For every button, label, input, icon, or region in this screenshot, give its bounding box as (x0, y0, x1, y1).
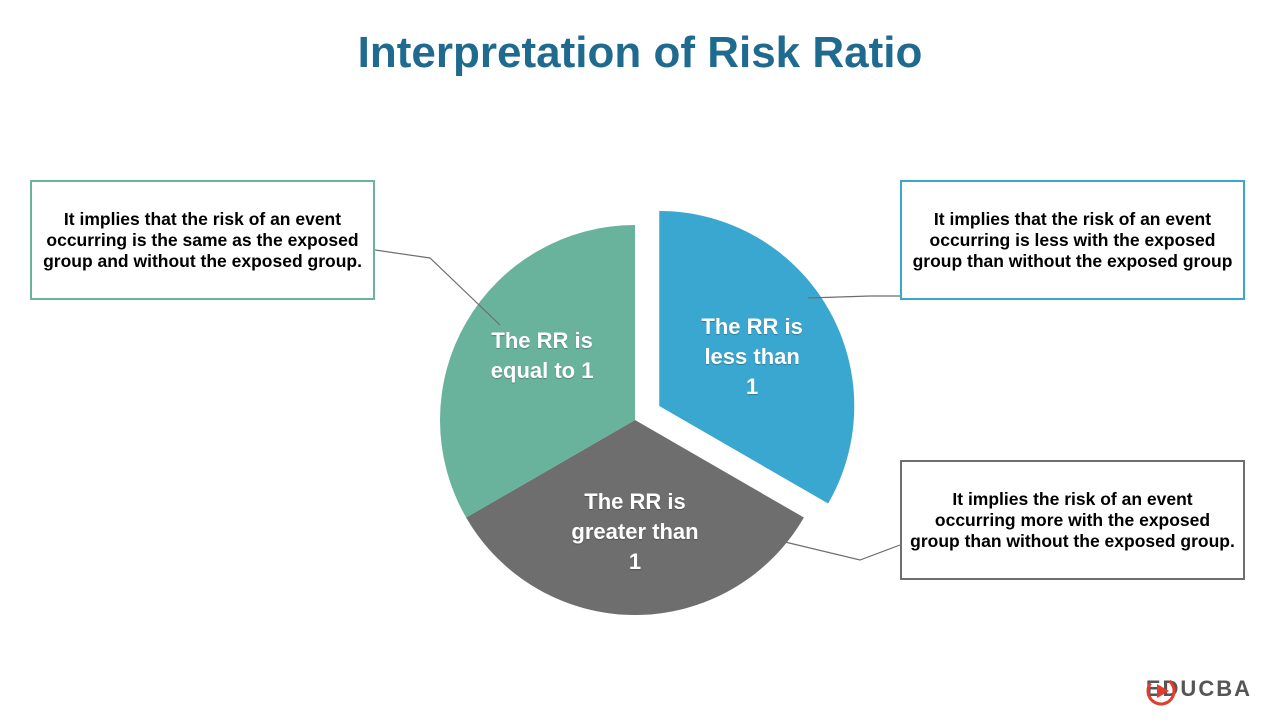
leader-line (808, 296, 900, 298)
callout-lt1-text: It implies that the risk of an event occ… (910, 209, 1235, 272)
callout-gt1-text: It implies the risk of an event occurrin… (910, 489, 1235, 552)
slice-label-lt1: The RR isless than1 (667, 312, 837, 401)
callout-lt1: It implies that the risk of an event occ… (900, 180, 1245, 300)
pie-chart (0, 0, 1280, 720)
leader-line (785, 542, 900, 560)
slice-label-eq1: The RR isequal to 1 (457, 326, 627, 385)
play-icon (1146, 676, 1176, 706)
callout-gt1: It implies the risk of an event occurrin… (900, 460, 1245, 580)
callout-eq1-text: It implies that the risk of an event occ… (40, 209, 365, 272)
callout-eq1: It implies that the risk of an event occ… (30, 180, 375, 300)
stage: Interpretation of Risk Ratio The RR isle… (0, 0, 1280, 720)
slice-label-gt1: The RR isgreater than1 (550, 487, 720, 576)
brand-logo: EDUCBA (1146, 676, 1252, 702)
